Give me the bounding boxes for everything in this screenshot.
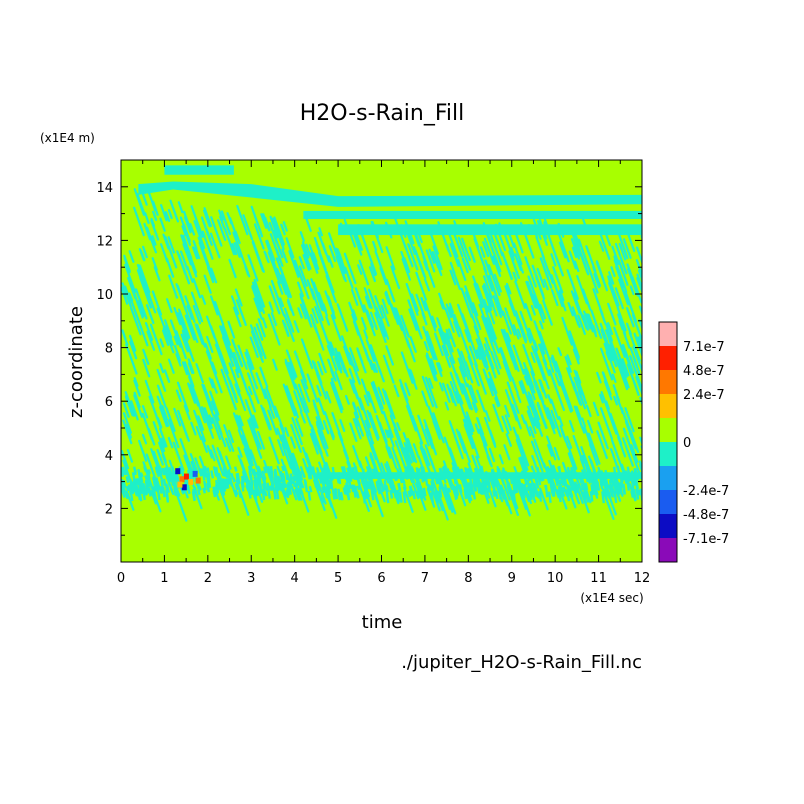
x-axis-label: time (362, 612, 403, 633)
field-anomaly-cell (183, 473, 189, 480)
y-tick-label: 14 (96, 181, 113, 196)
colorbar-segment (659, 346, 677, 370)
colorbar-segment (659, 418, 677, 442)
field-top-band (138, 181, 642, 207)
colorbar-label: -2.4e-7 (683, 484, 729, 499)
x-tick-label: 9 (508, 571, 516, 586)
colorbar-label: 7.1e-7 (683, 340, 725, 355)
colorbar-segment (659, 490, 677, 514)
field-band-3km (316, 472, 642, 479)
field-anomaly-cell (177, 481, 183, 488)
colorbar-segment (659, 442, 677, 466)
x-unit-label: (x1E4 sec) (580, 591, 643, 605)
x-tick-label: 6 (377, 571, 385, 586)
y-tick-label: 6 (105, 395, 113, 410)
x-tick-label: 5 (334, 571, 342, 586)
y-tick-label: 4 (105, 449, 113, 464)
field-anomaly-cell (181, 484, 187, 491)
field-anomaly-cell (195, 477, 201, 484)
field-band-13km (303, 210, 642, 219)
chart-title: H2O-s-Rain_Fill (300, 101, 465, 126)
field-topmost-band (164, 165, 234, 175)
y-unit-label: (x1E4 m) (40, 131, 95, 145)
y-tick-label: 10 (96, 288, 113, 303)
x-axis: 0 1 2 3 4 5 6 7 8 9 10 11 12 (117, 160, 650, 586)
y-tick-label: 12 (96, 234, 113, 249)
x-tick-label: 10 (547, 571, 564, 586)
field-band-12km (338, 224, 642, 236)
x-tick-label: 12 (634, 571, 651, 586)
x-tick-label: 3 (247, 571, 255, 586)
colorbar-label: 0 (683, 436, 691, 451)
y-tick-label: 8 (105, 342, 113, 357)
colorbar-segment (659, 370, 677, 394)
field-anomaly-cell (188, 478, 194, 485)
colorbar: -7.1e-7 -4.8e-7 -2.4e-7 0 2.4e-7 4.8e-7 7.1e-7 (658, 321, 729, 563)
colorbar-label: 4.8e-7 (683, 364, 725, 379)
colorbar-segment (659, 394, 677, 418)
y-tick-label: 2 (105, 502, 113, 517)
colorbar-segment (659, 466, 677, 490)
x-tick-label: 8 (464, 571, 472, 586)
colorbar-label: 2.4e-7 (683, 388, 725, 403)
colorbar-segment (659, 322, 677, 346)
colorbar-label: -7.1e-7 (683, 532, 729, 547)
y-axis: 2 4 6 8 10 12 14 (96, 181, 642, 536)
y-axis-label: z-coordinate (66, 306, 87, 418)
field-anomaly-cell (192, 470, 198, 477)
x-tick-label: 1 (160, 571, 168, 586)
colorbar-segment (659, 538, 677, 562)
x-tick-label: 4 (291, 571, 299, 586)
colorbar-label: -4.8e-7 (683, 508, 729, 523)
field-anomaly-cell (175, 468, 181, 475)
field-anomaly-cell (179, 476, 185, 483)
plot-area (120, 159, 643, 563)
source-file-label: ./jupiter_H2O-s-Rain_Fill.nc (401, 652, 642, 673)
x-tick-label: 0 (117, 571, 125, 586)
x-tick-label: 7 (421, 571, 429, 586)
x-tick-label: 11 (590, 571, 607, 586)
x-tick-label: 2 (204, 571, 212, 586)
colorbar-frame (658, 321, 678, 563)
colorbar-segment (659, 514, 677, 538)
